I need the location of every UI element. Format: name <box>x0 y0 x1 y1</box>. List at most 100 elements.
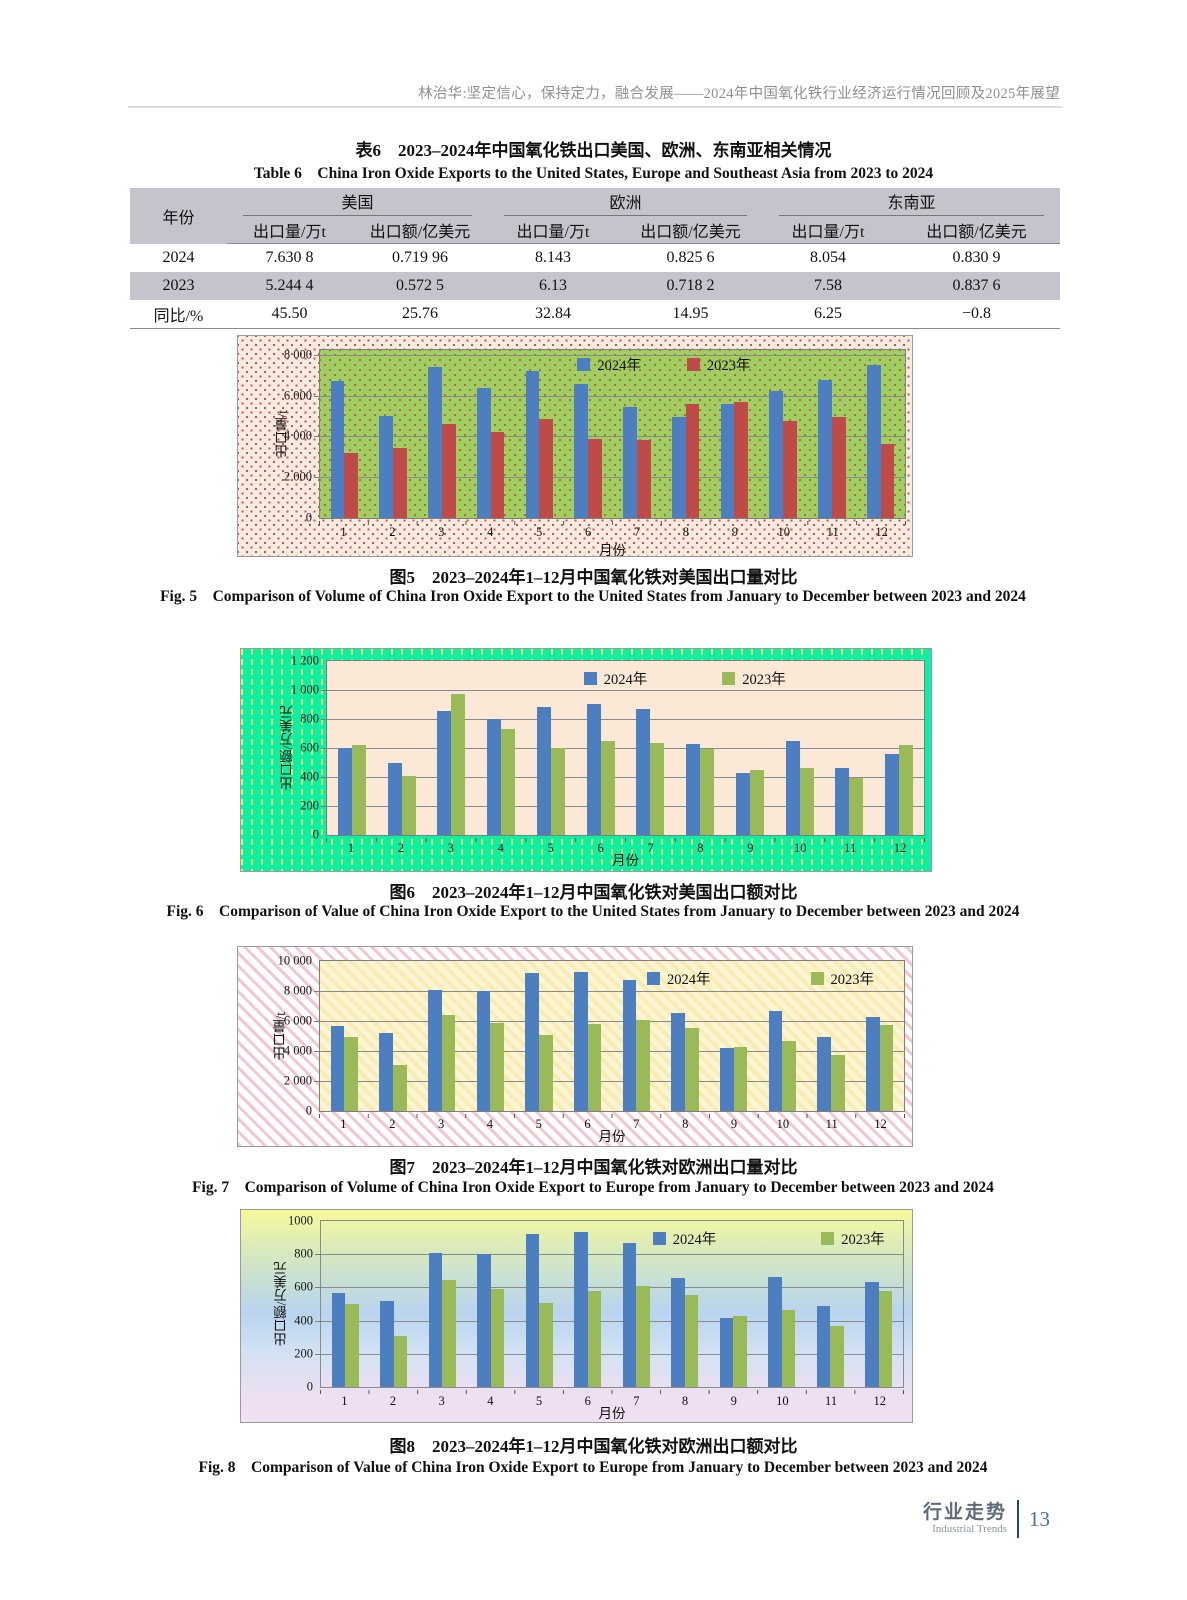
bar-2023-month-3 <box>441 424 456 518</box>
bar-group-month-4 <box>466 350 515 518</box>
x-tick-label: 5 <box>535 1117 542 1131</box>
fig6-caption-zh: 图6 2023–2024年1–12月中国氧化铁对美国出口额对比 <box>389 883 798 902</box>
legend-label: 2024年 <box>672 1232 717 1248</box>
x-tick-label: 6 <box>584 525 592 539</box>
bar-2023-month-11 <box>849 777 864 835</box>
x-tick-label: 2 <box>389 1394 397 1408</box>
y-tick-label: 600 <box>294 1279 313 1294</box>
bar-group-month-8 <box>661 350 710 518</box>
bar-2023-month-6 <box>600 741 615 835</box>
x-tick-label: 8 <box>681 1394 689 1408</box>
legend-item-2024: 2024年 <box>652 1228 717 1249</box>
bar-2024-month-9 <box>720 1048 734 1111</box>
table-title-zh: 表6 2023–2024年中国氧化铁出口美国、欧洲、东南亚相关情况 <box>355 141 832 160</box>
x-tick-label: 12 <box>893 841 907 855</box>
bar-2024-month-10 <box>769 390 784 518</box>
bar-2024-month-2 <box>379 416 394 518</box>
bar-group-month-6 <box>576 661 626 835</box>
x-tick-label: 6 <box>584 1117 591 1131</box>
footer-section-zh: 行业走势 <box>922 1501 1007 1523</box>
x-tick-label: 10 <box>776 1117 790 1131</box>
x-tick-label: 4 <box>487 525 494 539</box>
table-row: 2024 7.630 8 0.719 96 8.143 0.825 6 8.054 0.83… <box>130 244 1060 273</box>
bar-2024-month-7 <box>622 1242 637 1387</box>
legend-swatch <box>647 972 661 985</box>
fig5-caption-zh: 图5 2023–2024年1–12月中国氧化铁对美国出口量对比 <box>389 568 798 587</box>
bar-2023-month-10 <box>799 767 814 835</box>
gridline <box>321 690 924 691</box>
legend-swatch <box>583 672 597 685</box>
table-title-en: Table 6 China Iron Oxide Exports to the … <box>253 165 934 182</box>
bar-2023-month-2 <box>401 776 416 835</box>
bar-2023-month-1 <box>344 452 359 518</box>
bar-2024-month-9 <box>720 403 735 518</box>
x-tick-label: 11 <box>844 841 857 855</box>
bar-2023-month-8 <box>685 403 700 518</box>
table-row: 2023 5.244 4 0.572 5 6.13 0.718 2 7.58 0.837 6 <box>130 272 1060 300</box>
bar-2023-month-7 <box>636 439 651 518</box>
legend-label: 2023年 <box>742 672 786 688</box>
x-tick-label: 6 <box>584 1394 591 1408</box>
x-axis-title: 月份 <box>598 1129 626 1144</box>
bar-2024-month-4 <box>476 991 491 1111</box>
bar-2024-month-1 <box>331 1293 346 1387</box>
bar-group-month-4 <box>466 961 515 1111</box>
bar-2023-month-3 <box>442 1279 456 1387</box>
y-tick-label: 4 000 <box>283 1043 312 1058</box>
y-tick-label: 1000 <box>288 1213 313 1228</box>
bar-group-month-5 <box>515 961 564 1111</box>
bar-2023-month-9 <box>734 401 749 518</box>
bar-2024-month-5 <box>536 707 551 835</box>
bar-2024-month-6 <box>586 703 601 835</box>
bar-2024-month-10 <box>768 1276 782 1387</box>
bar-2024-month-6 <box>574 384 589 518</box>
gridline <box>321 777 924 778</box>
table-cell: 0.572 5 <box>396 277 444 294</box>
y-tick-label: 1 000 <box>290 682 319 697</box>
plot-area: 2024年 2023年 0 200 400 600 800 1000 <box>288 1214 904 1394</box>
page-number: 13 <box>1029 1506 1050 1531</box>
legend-item-2024: 2024年 <box>647 968 711 989</box>
x-tick-label: 2 <box>389 1117 396 1131</box>
bar-2023-month-3 <box>451 693 466 835</box>
table6: 年份 美国 欧洲 东南亚 出口量/万t 出口额/亿美元 出口量/万t 出口额/亿… <box>130 188 1060 329</box>
bar-group-month-7 <box>613 350 662 518</box>
x-axis-ticks <box>319 521 906 525</box>
bar-2024-month-7 <box>623 406 637 518</box>
table-cell: 7.630 8 <box>265 249 314 266</box>
bar-group-month-9 <box>725 661 775 835</box>
x-axis-ticks <box>319 1114 905 1118</box>
header-group-europe: 欧洲 <box>488 189 763 216</box>
x-tick-label: 5 <box>536 525 543 539</box>
bar-group-month-1 <box>320 961 369 1111</box>
bar-group-month-3 <box>418 1221 467 1387</box>
bar-group-month-10 <box>758 1221 807 1387</box>
x-tick-label: 4 <box>497 841 504 855</box>
footer-divider <box>1017 1500 1019 1538</box>
bar-2024-month-1 <box>330 1025 345 1111</box>
bar-group-month-3 <box>418 350 467 518</box>
bar-2023-month-2 <box>393 1064 407 1111</box>
fig7-caption-zh: 图7 2023–2024年1–12月中国氧化铁对欧洲出口量对比 <box>389 1158 798 1177</box>
table-cell: 0.718 2 <box>666 277 715 294</box>
bar-2023-month-1 <box>344 1036 358 1111</box>
gridline <box>321 719 924 720</box>
bar-2023-month-8 <box>685 1027 699 1111</box>
bar-group-month-11 <box>825 661 875 835</box>
subheader: 出口量/万t <box>227 216 352 244</box>
x-axis-ticks <box>326 838 925 842</box>
y-tick-label: 0 <box>305 510 312 525</box>
x-axis-labels: 1 2 3 4 5 6 7 8 9 10 11 12 <box>320 1394 904 1409</box>
table-cell: 32.84 <box>535 305 571 322</box>
bar-2024-month-10 <box>768 1011 783 1111</box>
bar-2024-month-11 <box>818 380 832 518</box>
chart-legend: 2024年 2023年 <box>583 668 786 689</box>
bar-group-month-2 <box>369 961 418 1111</box>
bar-2024-month-12 <box>866 365 881 518</box>
y-tick-label: 400 <box>294 1313 313 1328</box>
bar-2024-month-8 <box>686 743 701 835</box>
table-cell: 45.50 <box>271 305 308 322</box>
x-tick-label: 11 <box>826 525 839 539</box>
